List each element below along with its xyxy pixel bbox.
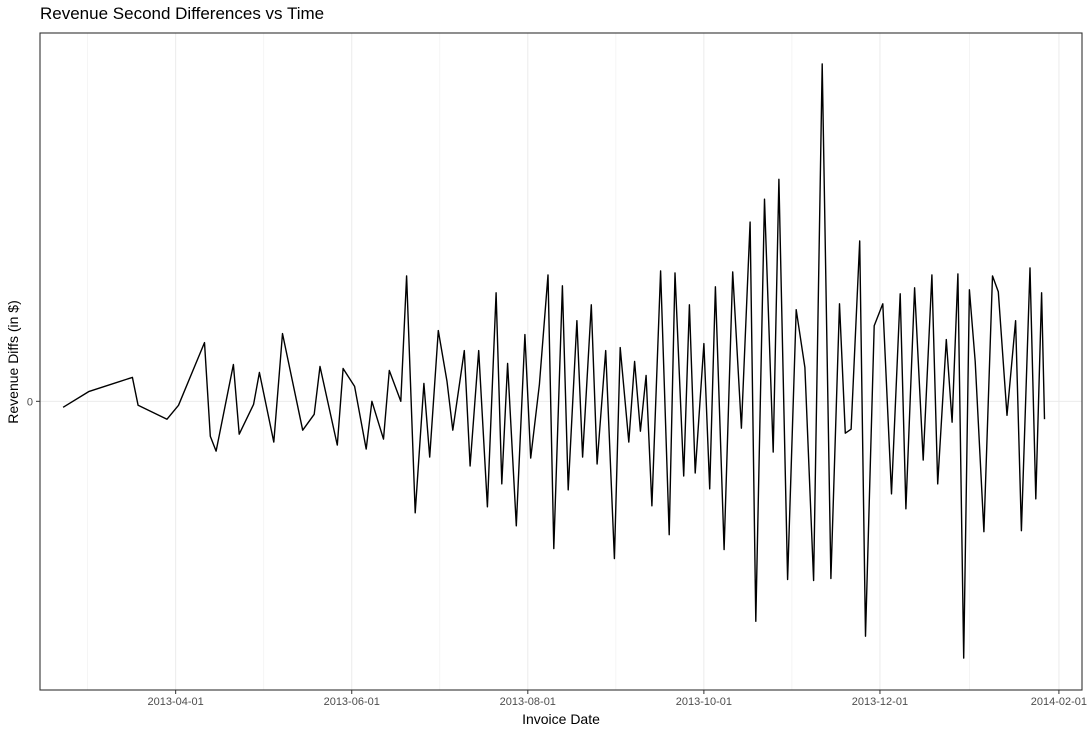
x-axis-title: Invoice Date [522,711,600,727]
plot-panel-border [39,32,1083,691]
grid-lines [40,33,1082,690]
x-tick-label: 2014-02-01 [1031,696,1087,708]
x-tick-label: 2013-12-01 [852,696,908,708]
y-axis-ticks: 0 [27,396,40,408]
x-axis-ticks: 2013-04-01 2013-06-01 2013-08-01 2013-10-01… [148,690,1087,708]
x-tick-label: 2013-10-01 [676,696,732,708]
y-tick-label: 0 [27,396,33,408]
series-line [62,63,1046,659]
x-tick-label: 2013-04-01 [148,696,204,708]
y-axis-title: Revenue Diffs (in $) [5,300,21,423]
x-tick-label: 2013-06-01 [324,696,380,708]
chart-title: Revenue Second Differences vs Time [40,4,325,23]
series-layer [62,63,1046,659]
x-tick-label: 2013-08-01 [500,696,556,708]
